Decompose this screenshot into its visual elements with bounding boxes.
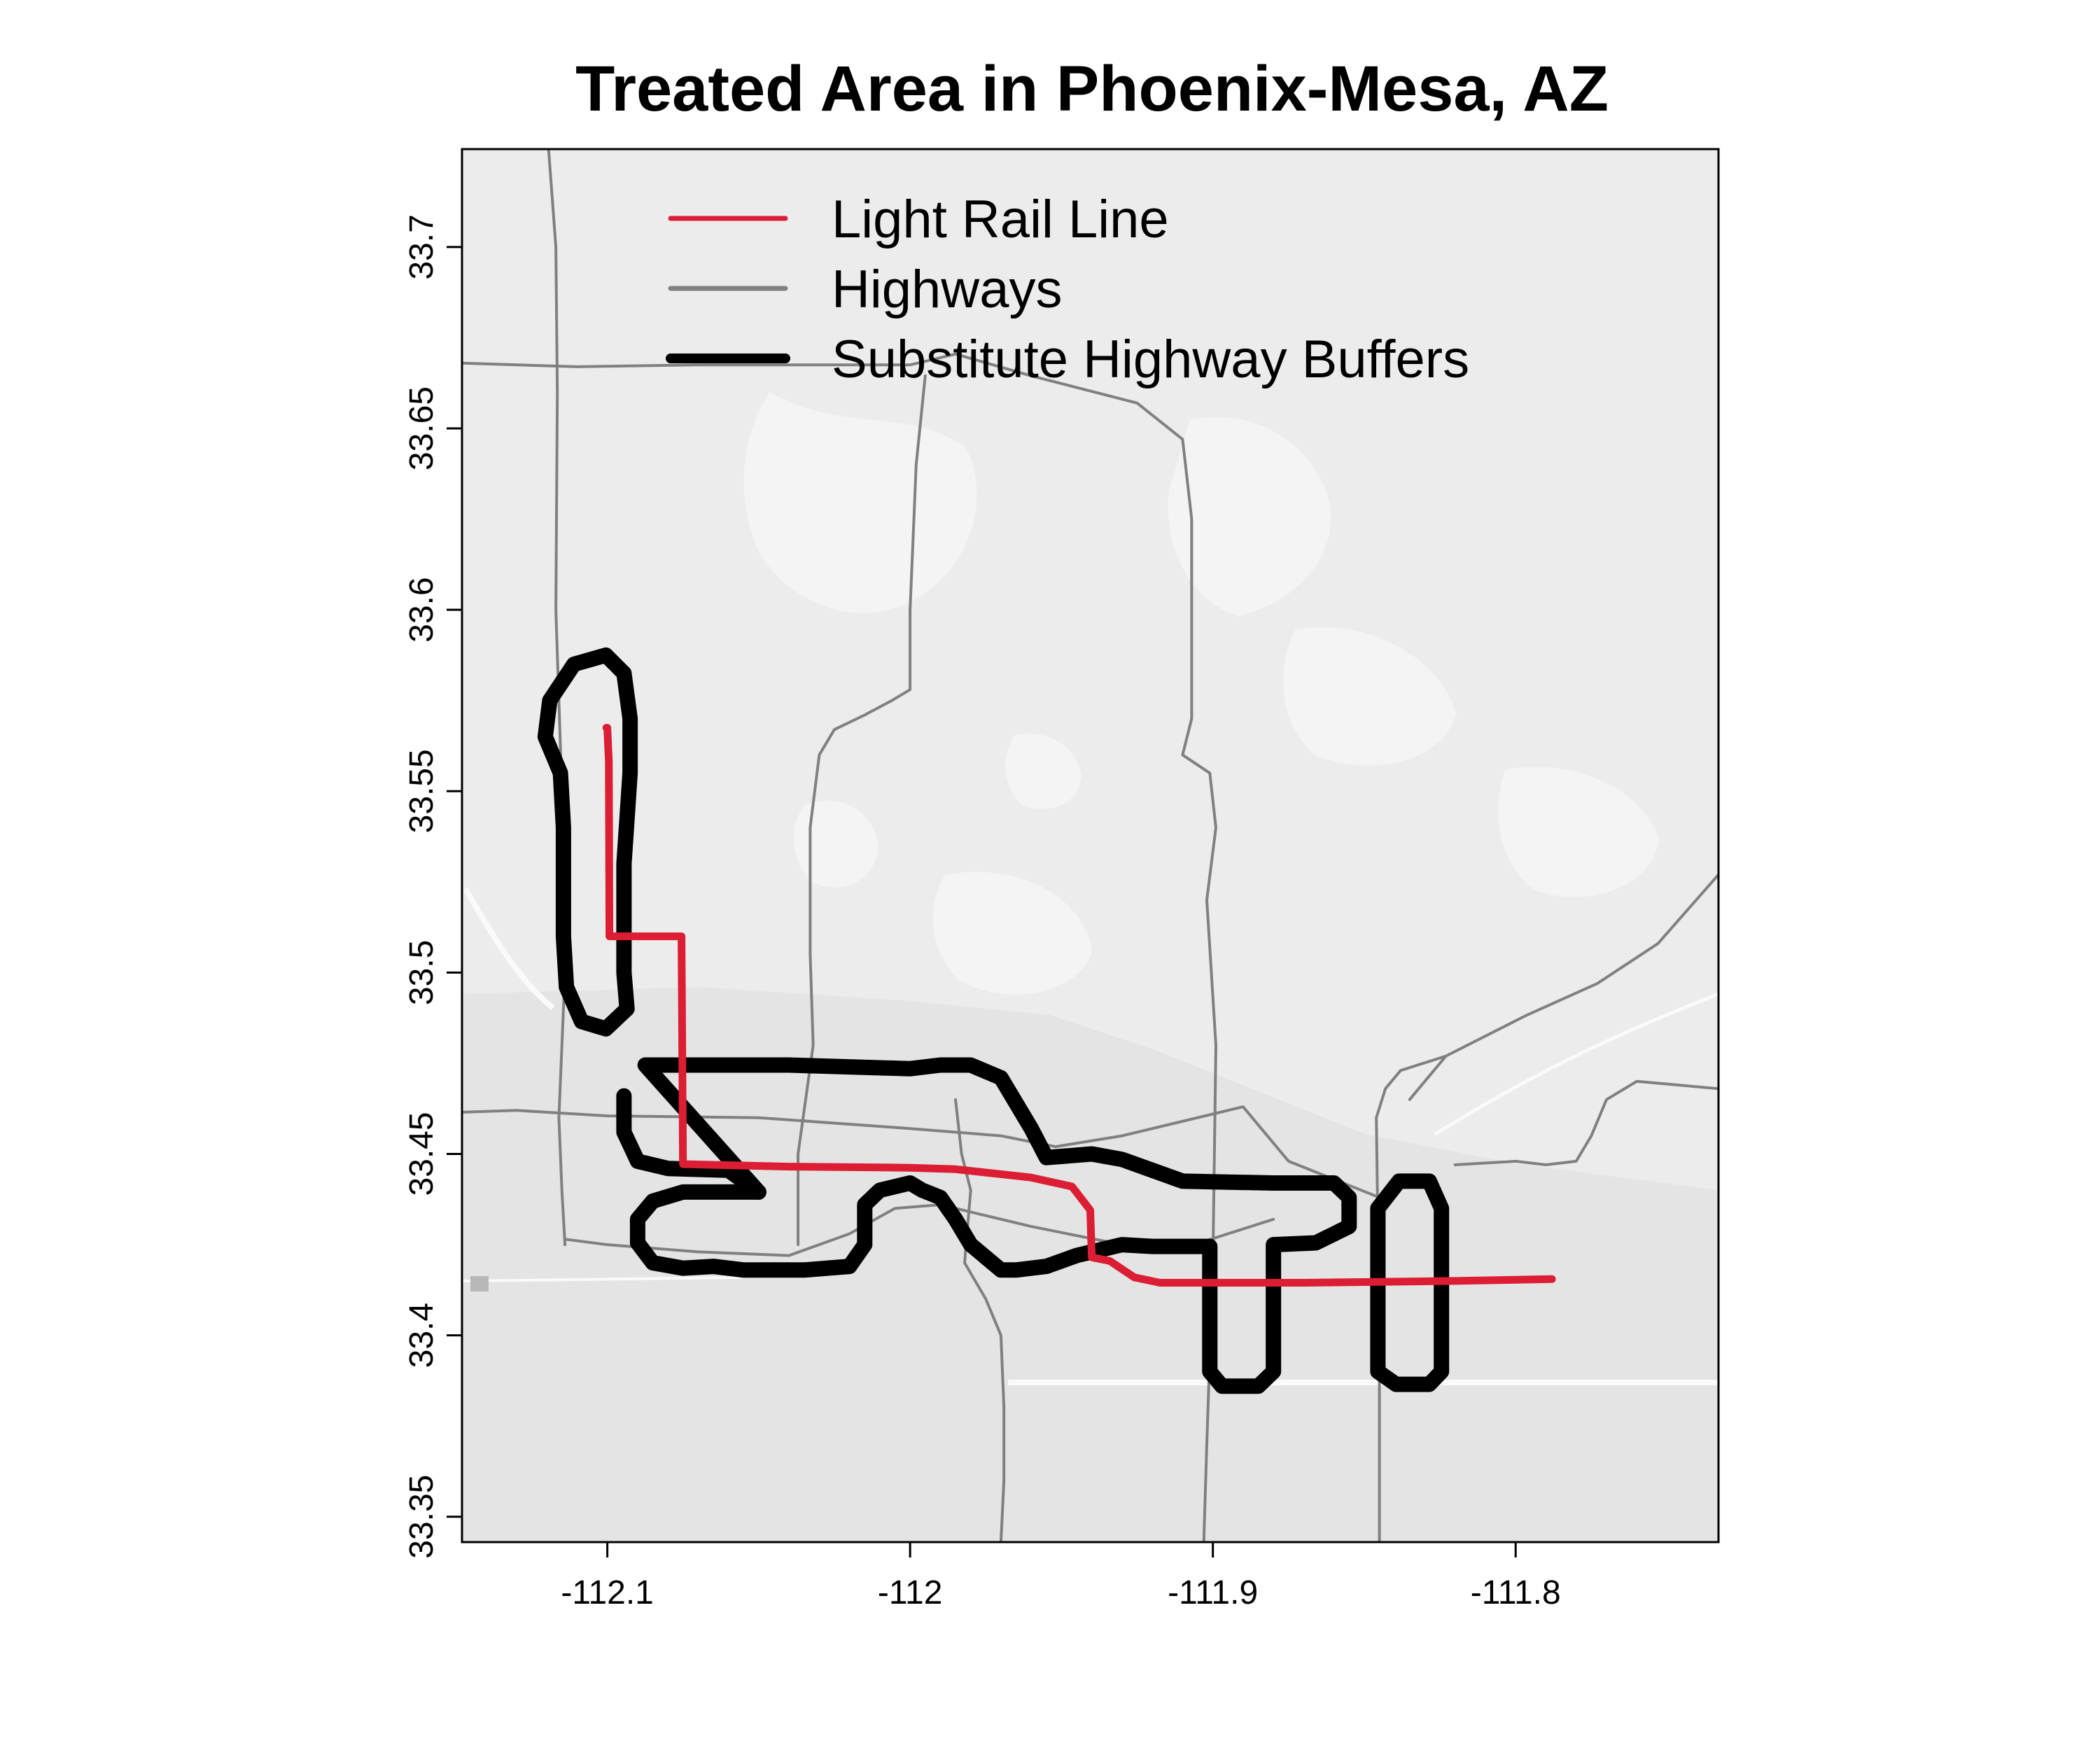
legend-item-light-rail: Light Rail Line	[668, 190, 1169, 249]
highway-buffer-2	[629, 1057, 1357, 1394]
highway-3	[797, 374, 927, 1247]
map-title: Treated Area in Phoenix-Mesa, AZ	[575, 53, 1609, 125]
highway-buffer-4	[1370, 1173, 1450, 1392]
y-tick-label-4: 33.55	[403, 749, 440, 833]
highway-buffer-1	[537, 647, 638, 1037]
x-tick-label-3: -111.8	[1471, 1574, 1561, 1611]
basemap-roads	[462, 887, 1718, 1385]
highway-4	[462, 1109, 1057, 1149]
light-rail-line	[602, 724, 1556, 1287]
highway-buffer-3	[616, 1088, 766, 1200]
y-tick-label-5: 33.6	[403, 577, 440, 642]
y-tick-label-6: 33.65	[403, 386, 440, 470]
basemap-terrain	[743, 392, 1659, 995]
x-axis: -112.1 -112 -111.9 -111.8	[561, 1542, 1561, 1611]
legend-item-highways: Highways	[668, 260, 1062, 319]
highway-6	[963, 1189, 1006, 1542]
x-tick-label-2: -111.9	[1168, 1574, 1258, 1611]
y-tick-label-1: 33.4	[403, 1303, 440, 1368]
highway-7	[954, 1098, 972, 1192]
highway-11	[1453, 1079, 1718, 1166]
y-tick-label-7: 33.7	[403, 214, 440, 279]
y-tick-label-0: 33.35	[403, 1475, 440, 1559]
basemap-marker	[470, 1276, 489, 1292]
y-axis: 33.35 33.4 33.45 33.5 33.55 33.6 33.65 33.7	[403, 214, 462, 1559]
x-tick-label-1: -112	[878, 1574, 943, 1611]
legend: Light Rail Line Highways Substitute High…	[666, 190, 1469, 389]
y-tick-label-2: 33.45	[403, 1112, 440, 1196]
light-rail-layer	[602, 724, 1556, 1287]
plot-area	[462, 149, 1718, 1542]
substitute-highway-buffers-layer	[537, 647, 1450, 1394]
y-tick-label-3: 33.5	[403, 940, 440, 1005]
legend-label-light-rail: Light Rail Line	[832, 190, 1169, 249]
legend-item-substitute-highway-buffers: Substitute Highway Buffers	[666, 330, 1469, 389]
highway-2	[462, 352, 1217, 1542]
highway-10	[1408, 1054, 1448, 1101]
legend-label-substitute-highway-buffers: Substitute Highway Buffers	[832, 330, 1469, 389]
x-tick-label-0: -112.1	[561, 1574, 654, 1611]
legend-label-highways: Highways	[832, 260, 1062, 319]
plot-frame	[461, 148, 1720, 1544]
basemap-urban	[462, 987, 1718, 1542]
